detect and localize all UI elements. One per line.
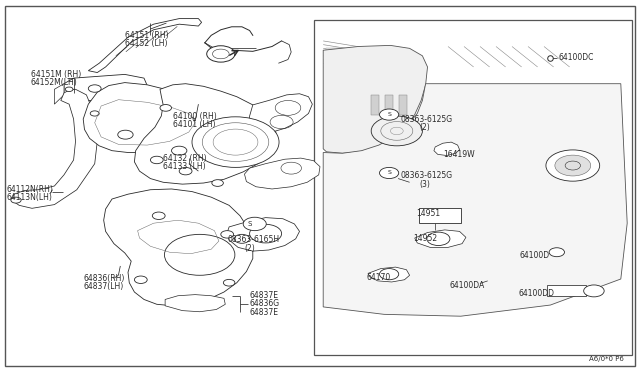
Polygon shape bbox=[323, 45, 428, 153]
Text: S: S bbox=[387, 112, 391, 117]
Circle shape bbox=[427, 232, 450, 246]
Text: 64100DD: 64100DD bbox=[518, 289, 554, 298]
Circle shape bbox=[164, 234, 235, 275]
Circle shape bbox=[11, 197, 21, 203]
Text: 64152M(LH): 64152M(LH) bbox=[31, 78, 77, 87]
Text: 64837(LH): 64837(LH) bbox=[83, 282, 124, 291]
Circle shape bbox=[546, 150, 600, 181]
Circle shape bbox=[207, 46, 235, 62]
Circle shape bbox=[150, 156, 163, 164]
Text: 64101 (LH): 64101 (LH) bbox=[173, 121, 215, 129]
Text: 64100D: 64100D bbox=[520, 251, 550, 260]
Text: 64133 (LH): 64133 (LH) bbox=[163, 162, 206, 171]
Text: 64836(RH): 64836(RH) bbox=[83, 274, 125, 283]
Bar bbox=[371, 95, 379, 115]
Bar bbox=[399, 95, 407, 115]
Circle shape bbox=[221, 231, 234, 238]
Circle shape bbox=[549, 248, 564, 257]
Polygon shape bbox=[248, 94, 312, 133]
Circle shape bbox=[192, 117, 279, 167]
Circle shape bbox=[371, 116, 422, 146]
Text: 64837E: 64837E bbox=[250, 291, 278, 300]
Circle shape bbox=[179, 167, 192, 175]
Polygon shape bbox=[88, 19, 202, 73]
Text: 64100 (RH): 64100 (RH) bbox=[173, 112, 216, 121]
Circle shape bbox=[88, 85, 101, 92]
Circle shape bbox=[134, 276, 147, 283]
Bar bbox=[419, 208, 461, 223]
Text: A6/0*0 P6: A6/0*0 P6 bbox=[589, 356, 624, 362]
Text: 64132 (RH): 64132 (RH) bbox=[163, 154, 207, 163]
Bar bbox=[326, 48, 384, 53]
Text: 08363-6125G: 08363-6125G bbox=[401, 115, 452, 124]
Circle shape bbox=[584, 285, 604, 297]
Circle shape bbox=[65, 87, 73, 92]
Text: 08363-6165H: 08363-6165H bbox=[227, 235, 279, 244]
Polygon shape bbox=[64, 74, 147, 100]
Text: S: S bbox=[387, 170, 391, 176]
Text: S: S bbox=[248, 221, 252, 227]
Bar bbox=[547, 285, 586, 296]
Text: 64113N(LH): 64113N(LH) bbox=[6, 193, 52, 202]
Text: 64152 (LH): 64152 (LH) bbox=[125, 39, 167, 48]
Bar bbox=[314, 20, 632, 355]
Text: 64151M (RH): 64151M (RH) bbox=[31, 70, 81, 79]
Polygon shape bbox=[12, 89, 97, 208]
Circle shape bbox=[152, 212, 165, 219]
Circle shape bbox=[555, 155, 591, 176]
Circle shape bbox=[234, 234, 250, 243]
Text: (3): (3) bbox=[419, 180, 430, 189]
Circle shape bbox=[223, 279, 235, 286]
Text: 64100DA: 64100DA bbox=[449, 281, 484, 290]
Circle shape bbox=[118, 130, 133, 139]
Text: 64100DC: 64100DC bbox=[558, 53, 593, 62]
Polygon shape bbox=[54, 84, 64, 104]
Polygon shape bbox=[165, 295, 225, 312]
Circle shape bbox=[380, 269, 399, 280]
Polygon shape bbox=[434, 142, 460, 155]
Circle shape bbox=[172, 146, 187, 155]
Text: 14951: 14951 bbox=[416, 209, 440, 218]
Polygon shape bbox=[368, 267, 410, 282]
Circle shape bbox=[212, 180, 223, 186]
Text: 64170: 64170 bbox=[366, 273, 390, 282]
Text: 64836G: 64836G bbox=[250, 299, 280, 308]
Polygon shape bbox=[323, 84, 627, 316]
Text: (2): (2) bbox=[419, 123, 430, 132]
Bar bbox=[385, 95, 393, 115]
Circle shape bbox=[380, 109, 399, 120]
Circle shape bbox=[380, 167, 399, 179]
Circle shape bbox=[250, 224, 282, 243]
Text: 08363-6125G: 08363-6125G bbox=[401, 171, 452, 180]
Polygon shape bbox=[415, 230, 466, 247]
Text: (2): (2) bbox=[244, 244, 255, 253]
Text: 14952: 14952 bbox=[413, 234, 437, 243]
Text: 64112N(RH): 64112N(RH) bbox=[6, 185, 53, 194]
Bar bbox=[326, 64, 384, 69]
Circle shape bbox=[243, 217, 266, 231]
Bar bbox=[326, 80, 384, 86]
Circle shape bbox=[90, 111, 99, 116]
Bar bbox=[326, 72, 384, 77]
Bar bbox=[326, 56, 384, 61]
Circle shape bbox=[160, 105, 172, 111]
Polygon shape bbox=[83, 83, 204, 153]
Polygon shape bbox=[227, 218, 300, 251]
Polygon shape bbox=[104, 189, 253, 306]
Polygon shape bbox=[134, 84, 276, 184]
Text: 64151 (RH): 64151 (RH) bbox=[125, 31, 168, 40]
Text: 16419W: 16419W bbox=[443, 150, 474, 158]
Text: 64837E: 64837E bbox=[250, 308, 278, 317]
Polygon shape bbox=[244, 158, 320, 189]
